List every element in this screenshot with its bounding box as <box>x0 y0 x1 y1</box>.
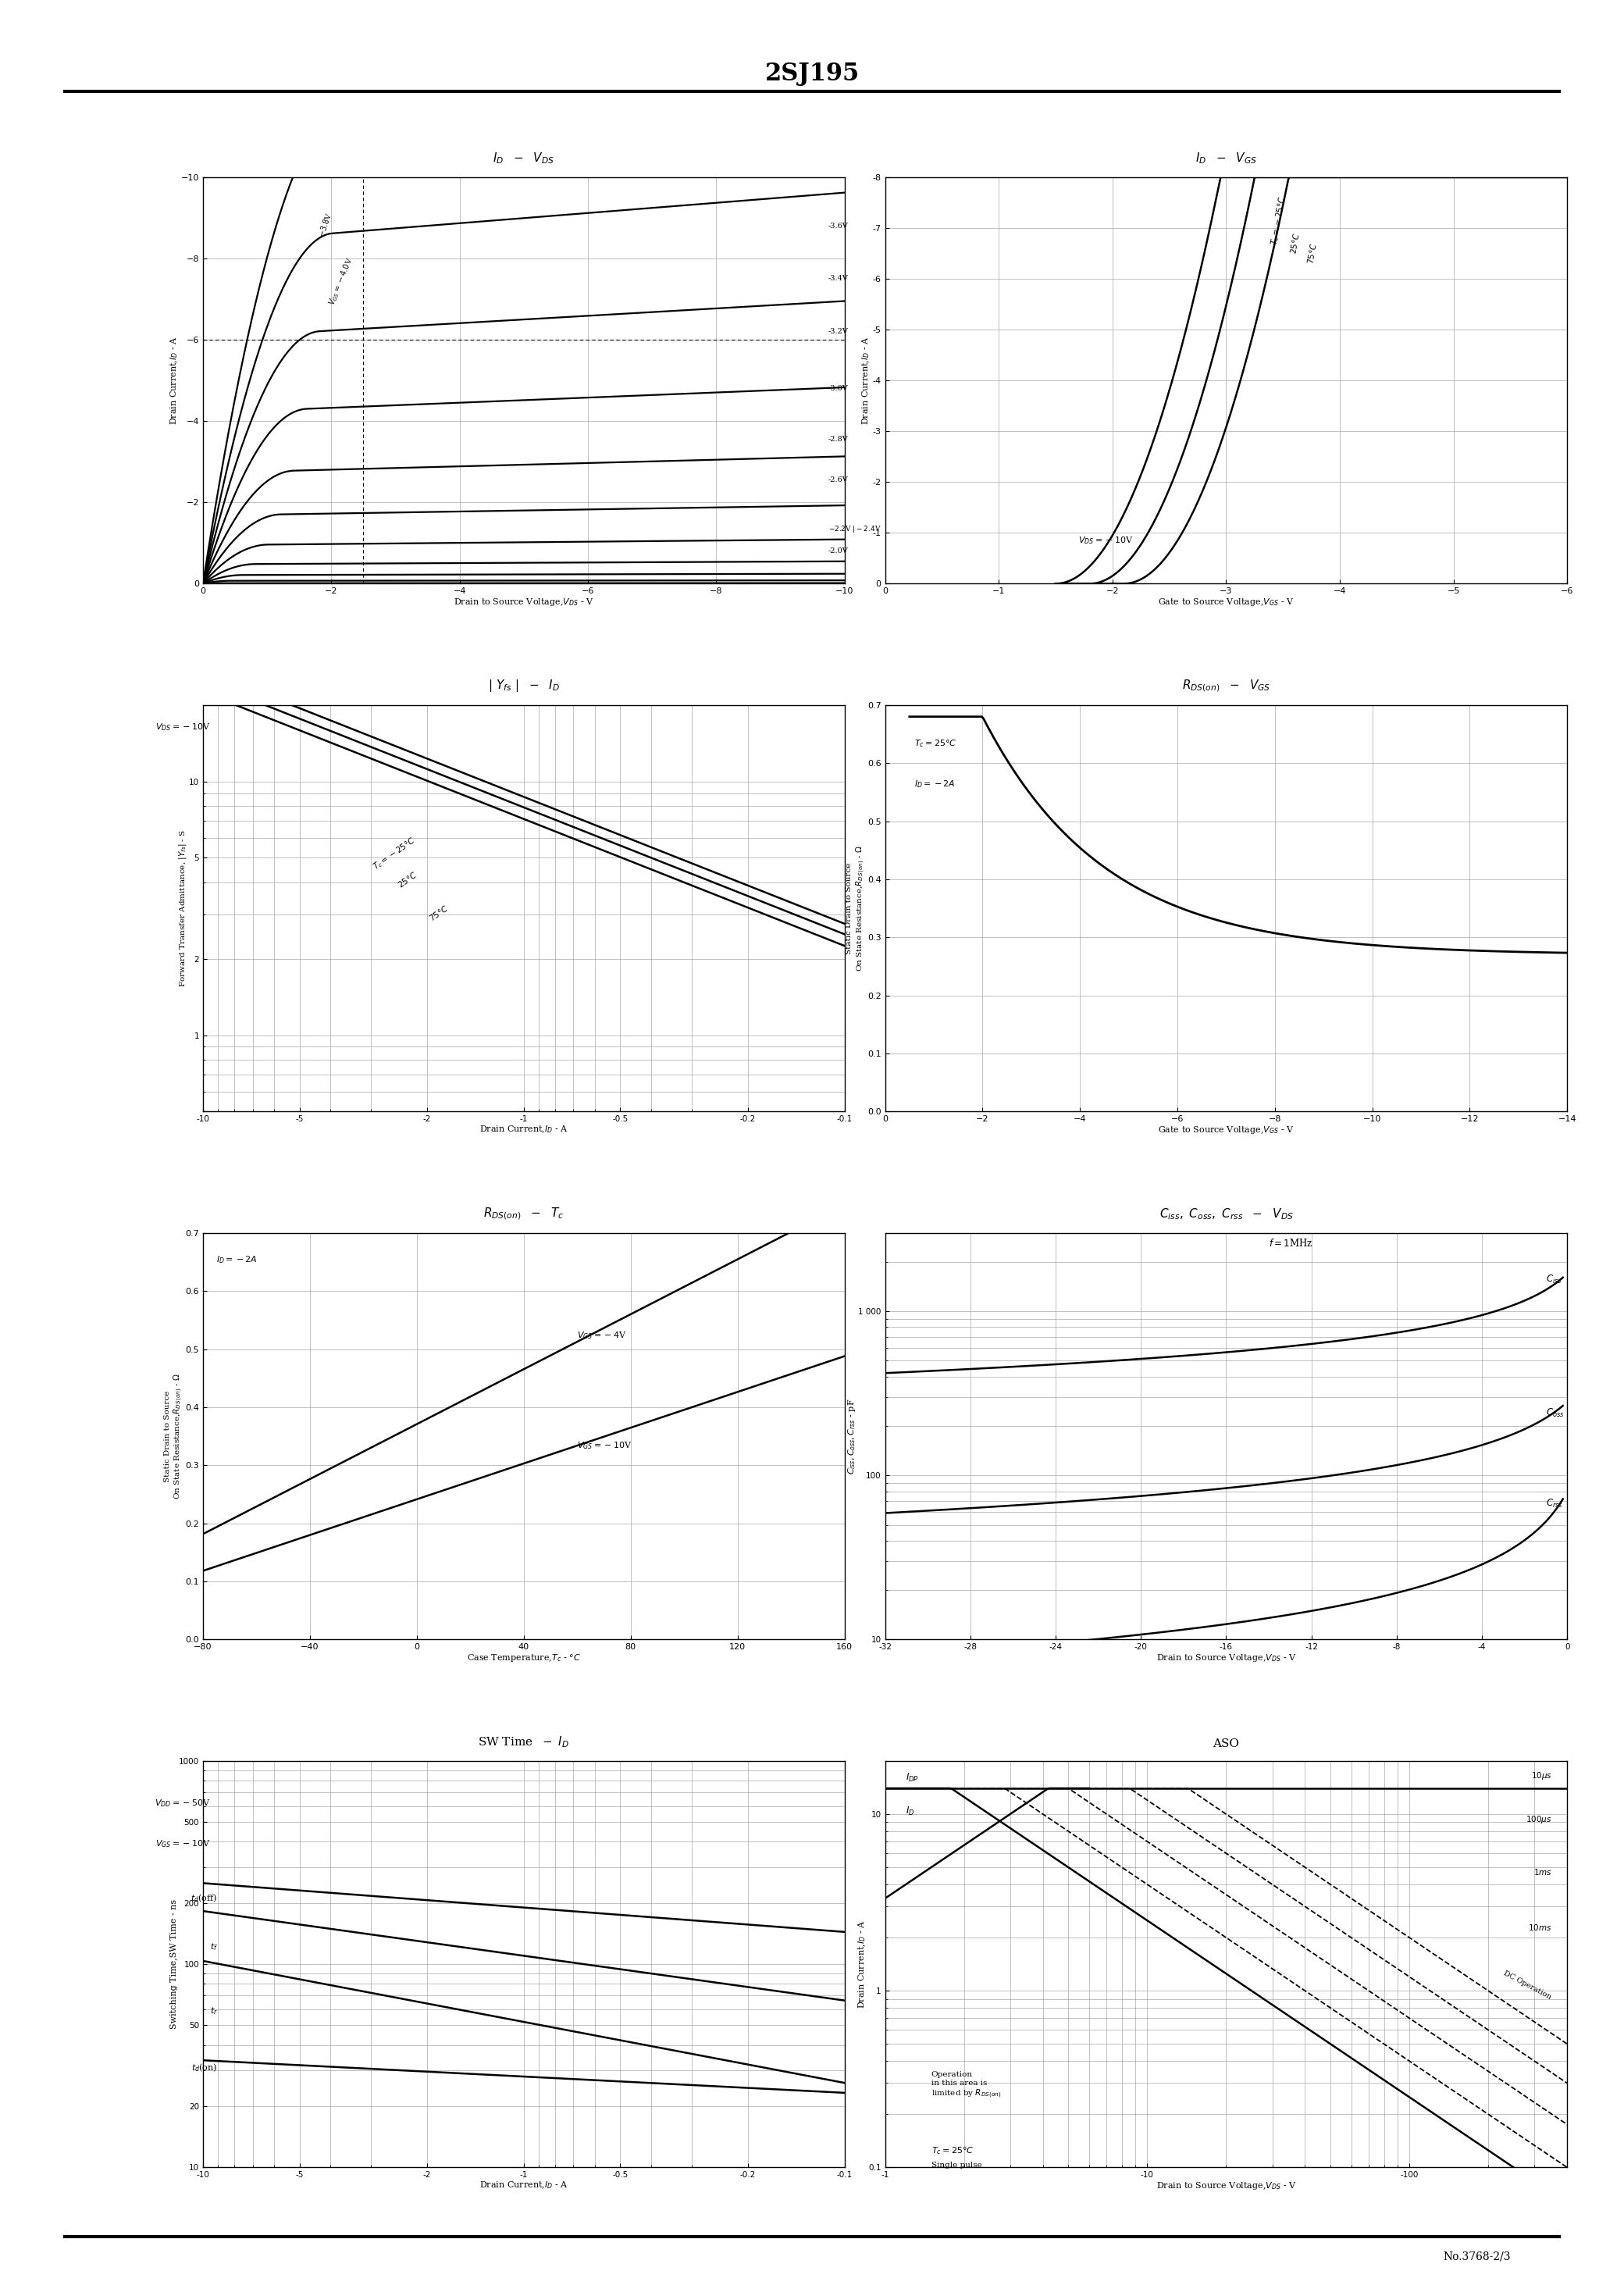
Text: $I_D$: $I_D$ <box>906 1806 914 1818</box>
Y-axis label: Drain Current,$I_D$ - A: Drain Current,$I_D$ - A <box>861 335 872 424</box>
Y-axis label: $C_{iss}, C_{oss}, C_{rss}$ - pF: $C_{iss}, C_{oss}, C_{rss}$ - pF <box>846 1399 857 1474</box>
Text: -2.6V: -2.6V <box>828 476 849 483</box>
Text: $25°C$: $25°C$ <box>1289 232 1301 255</box>
X-axis label: Drain Current,$I_D$ - A: Drain Current,$I_D$ - A <box>479 2180 568 2191</box>
Text: -2.0V: -2.0V <box>828 547 849 554</box>
X-axis label: Drain to Source Voltage,$V_{DS}$ - V: Drain to Source Voltage,$V_{DS}$ - V <box>1156 1652 1296 1663</box>
Y-axis label: Static Drain to Source
On State Resistance,$R_{DS(on)}$ - $\Omega$: Static Drain to Source On State Resistan… <box>164 1374 184 1499</box>
Text: $f=1$MHz: $f=1$MHz <box>1268 1237 1312 1248</box>
X-axis label: Drain to Source Voltage,$V_{DS}$ - V: Drain to Source Voltage,$V_{DS}$ - V <box>453 597 594 608</box>
X-axis label: Case Temperature,$T_c$ - $°C$: Case Temperature,$T_c$ - $°C$ <box>466 1652 581 1663</box>
Text: $V_{DS}=-10$V: $V_{DS}=-10$V <box>1078 535 1134 547</box>
Text: $I_D=-2A$: $I_D=-2A$ <box>914 779 955 790</box>
Text: SW Time $\ -\ I_D$: SW Time $\ -\ I_D$ <box>477 1736 570 1750</box>
X-axis label: Gate to Source Voltage,$V_{GS}$ - V: Gate to Source Voltage,$V_{GS}$ - V <box>1158 1125 1294 1134</box>
Text: -3.2V: -3.2V <box>828 328 849 335</box>
Text: $25°C$: $25°C$ <box>396 870 419 891</box>
Text: $75°C$: $75°C$ <box>427 904 450 923</box>
X-axis label: Drain Current,$I_D$ - A: Drain Current,$I_D$ - A <box>479 1125 568 1134</box>
Text: 2SJ195: 2SJ195 <box>765 62 859 87</box>
Text: $T_c=25°C$: $T_c=25°C$ <box>914 738 957 749</box>
Text: $V_{DS}=-10$V: $V_{DS}=-10$V <box>154 722 209 734</box>
Text: $R_{DS(on)}\ \ -\ \ V_{GS}$: $R_{DS(on)}\ \ -\ \ V_{GS}$ <box>1182 679 1270 695</box>
Text: $V_{GS}=-4$V: $V_{GS}=-4$V <box>577 1330 627 1339</box>
Text: $I_D\ \ -\ \ V_{DS}$: $I_D\ \ -\ \ V_{DS}$ <box>494 150 554 166</box>
Text: $V_{DD}=-50$V: $V_{DD}=-50$V <box>154 1797 209 1809</box>
Text: $C_{rss}$: $C_{rss}$ <box>1546 1497 1562 1510</box>
Text: -3.6V: -3.6V <box>828 223 849 230</box>
Text: $V_{GS}=-10$V: $V_{GS}=-10$V <box>154 1838 209 1850</box>
Text: Single pulse: Single pulse <box>931 2162 983 2169</box>
Text: $t_d$(on): $t_d$(on) <box>192 2062 218 2073</box>
Text: No.3768-2/3: No.3768-2/3 <box>1442 2251 1510 2262</box>
Text: $t_f$: $t_f$ <box>209 1941 218 1952</box>
Text: $I_{DP}$: $I_{DP}$ <box>906 1772 919 1784</box>
Text: $C_{oss}$: $C_{oss}$ <box>1546 1408 1564 1419</box>
Text: $V_{GS}=-10$V: $V_{GS}=-10$V <box>577 1440 632 1451</box>
Text: Operation
in this area is
limited by $R_{DS(on)}$: Operation in this area is limited by $R_… <box>931 2071 1000 2100</box>
Y-axis label: Drain Current,$I_D$ - A: Drain Current,$I_D$ - A <box>169 335 180 424</box>
Text: ASO: ASO <box>1213 1738 1239 1750</box>
Y-axis label: Drain Current,$I_D$ - A: Drain Current,$I_D$ - A <box>857 1920 867 2009</box>
Text: $10ms$: $10ms$ <box>1528 1923 1553 1932</box>
Text: $V_{GS}=-4.0$V: $V_{GS}=-4.0$V <box>326 255 356 308</box>
Text: $1ms$: $1ms$ <box>1533 1868 1553 1877</box>
X-axis label: Gate to Source Voltage,$V_{GS}$ - V: Gate to Source Voltage,$V_{GS}$ - V <box>1158 597 1294 608</box>
Text: $I_D=-2A$: $I_D=-2A$ <box>216 1255 258 1264</box>
Text: -3.0V: -3.0V <box>828 385 849 392</box>
Text: $-2.2$V $|-2.4$V: $-2.2$V $|-2.4$V <box>828 524 882 533</box>
Text: $T_c=-25°C$: $T_c=-25°C$ <box>1270 196 1288 246</box>
Text: $I_D\ \ -\ \ V_{GS}$: $I_D\ \ -\ \ V_{GS}$ <box>1195 150 1257 166</box>
Text: $T_c=25°C$: $T_c=25°C$ <box>931 2146 974 2157</box>
X-axis label: Drain to Source Voltage,$V_{DS}$ - V: Drain to Source Voltage,$V_{DS}$ - V <box>1156 2180 1296 2191</box>
Text: $t_d$(off): $t_d$(off) <box>190 1893 218 1904</box>
Text: $T_c=-25°C$: $T_c=-25°C$ <box>370 836 417 872</box>
Text: $R_{DS(on)}\ \ -\ \ T_c$: $R_{DS(on)}\ \ -\ \ T_c$ <box>484 1207 564 1221</box>
Text: $C_{iss}$: $C_{iss}$ <box>1546 1273 1562 1285</box>
Text: $t_r$: $t_r$ <box>209 2007 218 2016</box>
Text: -2.8V: -2.8V <box>828 435 849 442</box>
Text: DC Operation: DC Operation <box>1502 1968 1553 2000</box>
Y-axis label: Switching Time,SW Time - ns: Switching Time,SW Time - ns <box>171 1900 177 2030</box>
Text: $C_{iss},\ C_{oss},\ C_{rss}\ \ -\ \ V_{DS}$: $C_{iss},\ C_{oss},\ C_{rss}\ \ -\ \ V_{… <box>1160 1207 1293 1221</box>
Text: $10\mu s$: $10\mu s$ <box>1531 1770 1553 1781</box>
Text: -3.4V: -3.4V <box>828 276 849 282</box>
Text: $100\mu s$: $100\mu s$ <box>1525 1813 1553 1825</box>
Text: $|\ Y_{fs}\ |\ \ -\ \ I_D$: $|\ Y_{fs}\ |\ \ -\ \ I_D$ <box>487 679 560 695</box>
Text: $75°C$: $75°C$ <box>1306 241 1319 264</box>
Y-axis label: Forward Transfer Admittance, $|Y_{fs}|$ - S: Forward Transfer Admittance, $|Y_{fs}|$ … <box>177 829 188 986</box>
Y-axis label: Static Drain to Source
On State Resistance,$R_{DS(on)}$ - $\Omega$: Static Drain to Source On State Resistan… <box>846 845 866 970</box>
Text: $-3.8$V: $-3.8$V <box>317 212 333 239</box>
